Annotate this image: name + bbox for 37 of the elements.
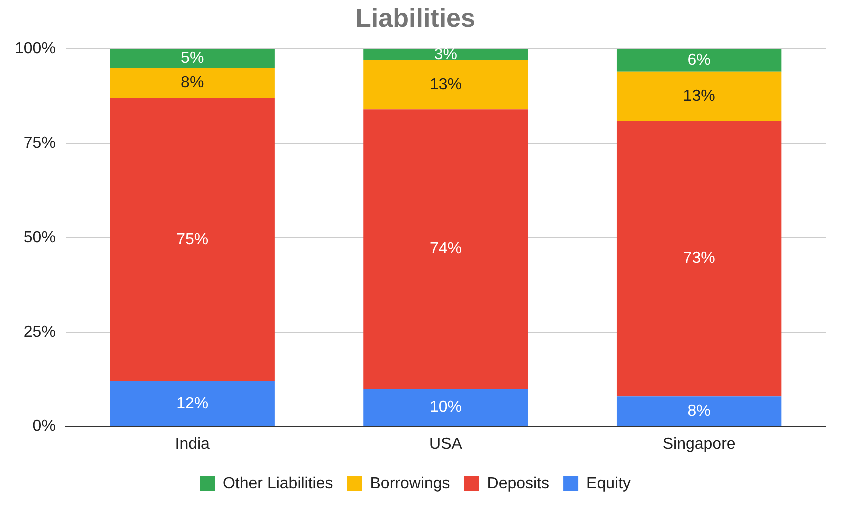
- legend-label: Deposits: [487, 475, 550, 492]
- chart-title: Liabilities: [356, 2, 476, 33]
- bar: [364, 49, 528, 61]
- bar: [110, 98, 275, 382]
- data-label: 75%: [176, 231, 209, 248]
- data-label: 5%: [181, 50, 204, 68]
- bar: [110, 49, 275, 68]
- y-tick-label: 0%: [32, 418, 56, 436]
- data-label: 10%: [430, 399, 462, 416]
- data-label: 13%: [430, 76, 462, 94]
- x-tick-label: USA: [430, 436, 463, 453]
- bar: [616, 72, 782, 121]
- bar: [616, 120, 782, 397]
- legend-label: Borrowings: [370, 475, 450, 492]
- data-label: 6%: [688, 52, 711, 69]
- bar: [616, 49, 782, 72]
- data-label: 13%: [683, 88, 716, 105]
- data-label: 8%: [181, 74, 204, 92]
- bar: [364, 110, 528, 390]
- data-label: 12%: [176, 395, 209, 412]
- x-tick-label: Singapore: [662, 436, 736, 453]
- bar: [616, 396, 782, 426]
- legend-label: Other Liabilities: [222, 475, 334, 492]
- data-label: 73%: [683, 250, 716, 268]
- bar: [110, 381, 275, 426]
- bar: [364, 60, 528, 110]
- y-tick-label: 75%: [24, 135, 56, 152]
- bar: [110, 68, 275, 98]
- data-label: 74%: [430, 240, 462, 258]
- y-tick-label: 50%: [24, 229, 56, 246]
- data-label: 3%: [434, 46, 458, 64]
- y-tick-label: 25%: [24, 324, 56, 341]
- data-label: 8%: [688, 402, 711, 420]
- legend-label: Equity: [586, 475, 632, 492]
- x-tick-label: India: [175, 436, 210, 453]
- bar: [364, 389, 528, 426]
- y-tick-label: 100%: [15, 40, 56, 58]
